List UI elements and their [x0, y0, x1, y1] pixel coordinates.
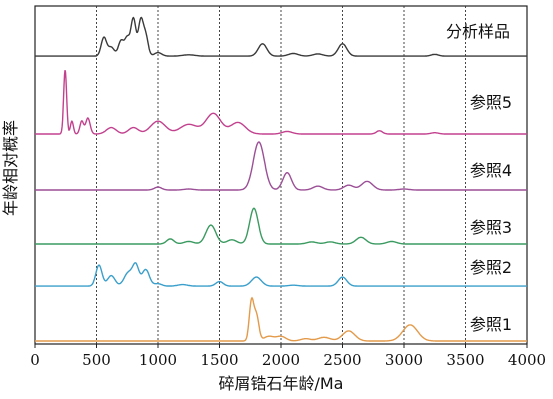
x-axis-title: 碎屑锆石年龄/Ma: [218, 374, 343, 393]
x-tick-label: 3000: [385, 351, 423, 369]
y-axis-title: 年龄相对概率: [1, 120, 20, 216]
x-axis-ticks: 0 500 1000 1500 2000 2500 3000 3500 4000: [30, 344, 546, 369]
series-curve: [35, 207, 527, 245]
x-tick-label: 0: [30, 351, 40, 369]
series-label: 分析样品: [446, 22, 510, 41]
series-curve: [35, 70, 527, 135]
series-label: 参照2: [470, 258, 512, 277]
series-curve: [35, 296, 527, 342]
grid-lines: [96, 6, 466, 344]
series-label: 参照1: [470, 315, 512, 334]
series-label: 参照3: [470, 218, 512, 237]
series-curves: [35, 16, 527, 342]
x-tick-label: 2500: [323, 351, 361, 369]
series-curve: [35, 141, 527, 191]
series-curve: [35, 262, 527, 287]
series-curve: [35, 16, 527, 57]
series-label: 参照4: [470, 161, 512, 180]
x-tick-label: 500: [82, 351, 111, 369]
x-tick-label: 2000: [262, 351, 300, 369]
x-tick-label: 4000: [508, 351, 546, 369]
x-tick-label: 3500: [446, 351, 484, 369]
x-tick-label: 1500: [200, 351, 238, 369]
x-tick-label: 1000: [139, 351, 177, 369]
series-label: 参照5: [470, 93, 512, 112]
